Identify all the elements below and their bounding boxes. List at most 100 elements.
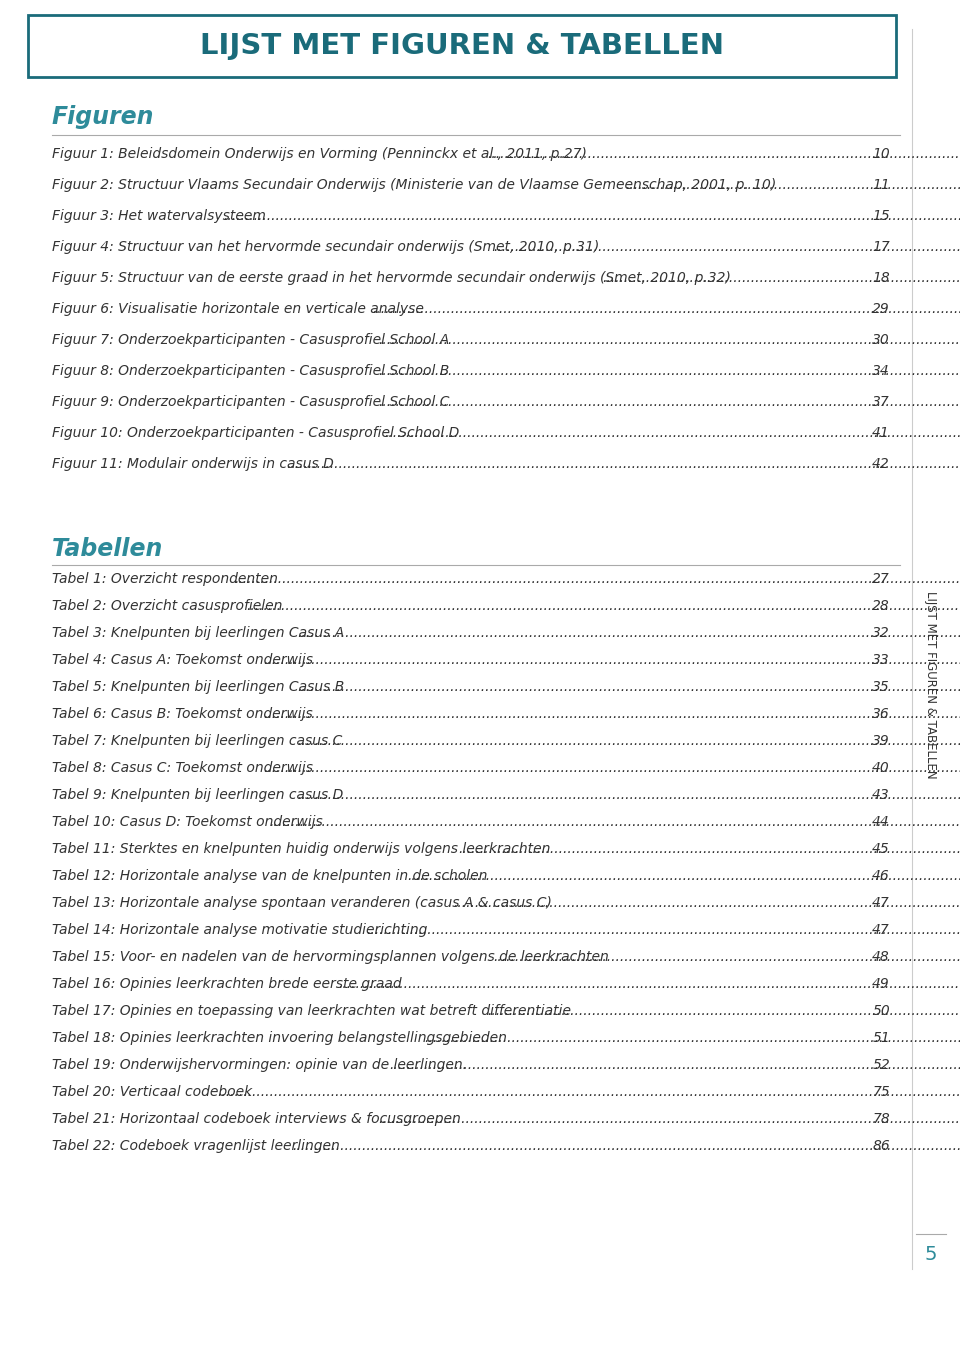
Text: ................................................................................: ........................................…	[338, 977, 960, 991]
Text: ................................................................................: ........................................…	[625, 178, 960, 192]
Text: ................................................................................: ........................................…	[378, 333, 960, 346]
Text: Tabel 22: Codeboek vragenlijst leerlingen: Tabel 22: Codeboek vragenlijst leerlinge…	[52, 1139, 340, 1153]
Text: Figuren: Figuren	[52, 105, 155, 129]
Text: Tabel 11: Sterktes en knelpunten huidig onderwijs volgens leerkrachten: Tabel 11: Sterktes en knelpunten huidig …	[52, 842, 550, 856]
Text: 75: 75	[873, 1086, 890, 1099]
Text: 86: 86	[873, 1139, 890, 1153]
Text: Figuur 2: Structuur Vlaams Secundair Onderwijs (Ministerie van de Vlaamse Gemeen: Figuur 2: Structuur Vlaams Secundair Ond…	[52, 178, 777, 192]
Text: 43: 43	[873, 789, 890, 802]
Text: ................................................................................: ........................................…	[286, 457, 960, 471]
Text: ................................................................................: ........................................…	[407, 869, 960, 883]
Text: ................................................................................: ........................................…	[223, 209, 960, 223]
Text: ................................................................................: ........................................…	[453, 895, 960, 910]
Text: 29: 29	[873, 303, 890, 316]
Text: ................................................................................: ........................................…	[378, 364, 960, 378]
Text: ................................................................................: ........................................…	[367, 923, 960, 936]
Text: LIJST MET FIGUREN & TABELLEN: LIJST MET FIGUREN & TABELLEN	[924, 590, 938, 779]
Text: ................................................................................: ........................................…	[298, 789, 960, 802]
FancyBboxPatch shape	[28, 15, 896, 77]
Text: Figuur 5: Structuur van de eerste graad in het hervormde secundair onderwijs (Sm: Figuur 5: Structuur van de eerste graad …	[52, 271, 731, 285]
Text: 33: 33	[873, 653, 890, 667]
Text: 78: 78	[873, 1112, 890, 1125]
Text: 44: 44	[873, 815, 890, 830]
Text: ................................................................................: ........................................…	[378, 396, 960, 409]
Text: Tabel 15: Voor- en nadelen van de hervormingsplannen volgens de leerkrachten: Tabel 15: Voor- en nadelen van de hervor…	[52, 950, 609, 964]
Text: Tabel 7: Knelpunten bij leerlingen casus C: Tabel 7: Knelpunten bij leerlingen casus…	[52, 734, 343, 747]
Text: ................................................................................: ........................................…	[493, 950, 960, 964]
Text: 39: 39	[873, 734, 890, 747]
Text: 15: 15	[873, 209, 890, 223]
Text: Tabel 21: Horizontaal codeboek interviews & focusgroepen: Tabel 21: Horizontaal codeboek interview…	[52, 1112, 461, 1125]
Text: ................................................................................: ........................................…	[493, 240, 960, 255]
Text: ................................................................................: ........................................…	[602, 271, 960, 285]
Text: 30: 30	[873, 333, 890, 346]
Text: Tabel 12: Horizontale analyse van de knelpunten in de scholen: Tabel 12: Horizontale analyse van de kne…	[52, 869, 488, 883]
Text: Tabellen: Tabellen	[52, 537, 163, 561]
Text: Tabel 5: Knelpunten bij leerlingen Casus B: Tabel 5: Knelpunten bij leerlingen Casus…	[52, 680, 345, 694]
Text: ................................................................................: ........................................…	[263, 761, 960, 775]
Text: Tabel 18: Opinies leerkrachten invoering belangstellingsgebieden: Tabel 18: Opinies leerkrachten invoering…	[52, 1031, 507, 1045]
Text: Tabel 1: Overzicht respondenten: Tabel 1: Overzicht respondenten	[52, 572, 277, 586]
Text: 42: 42	[873, 457, 890, 471]
Text: ................................................................................: ........................................…	[269, 815, 960, 830]
Text: ................................................................................: ........................................…	[298, 734, 960, 747]
Text: ................................................................................: ........................................…	[390, 1058, 960, 1072]
Text: Figuur 4: Structuur van het hervormde secundair onderwijs (Smet, 2010, p.31): Figuur 4: Structuur van het hervormde se…	[52, 240, 599, 255]
Text: 49: 49	[873, 977, 890, 991]
Text: 46: 46	[873, 869, 890, 883]
Text: ................................................................................: ........................................…	[459, 842, 960, 856]
Text: Figuur 3: Het watervalsysteem: Figuur 3: Het watervalsysteem	[52, 209, 266, 223]
Text: Tabel 17: Opinies en toepassing van leerkrachten wat betreft differentiatie: Tabel 17: Opinies en toepassing van leer…	[52, 1003, 571, 1019]
Text: 17: 17	[873, 240, 890, 255]
Text: Tabel 9: Knelpunten bij leerlingen casus D: Tabel 9: Knelpunten bij leerlingen casus…	[52, 789, 344, 802]
Text: 48: 48	[873, 950, 890, 964]
Text: 41: 41	[873, 426, 890, 439]
Text: 27: 27	[873, 572, 890, 586]
Text: 28: 28	[873, 600, 890, 613]
Text: ................................................................................: ........................................…	[217, 1086, 960, 1099]
Text: Tabel 13: Horizontale analyse spontaan veranderen (casus A & casus C): Tabel 13: Horizontale analyse spontaan v…	[52, 895, 552, 910]
Text: ................................................................................: ........................................…	[384, 426, 960, 439]
Text: Figuur 8: Onderzoekparticipanten - Casusprofiel School B: Figuur 8: Onderzoekparticipanten - Casus…	[52, 364, 449, 378]
Text: 52: 52	[873, 1058, 890, 1072]
Text: 5: 5	[924, 1244, 937, 1264]
Text: 45: 45	[873, 842, 890, 856]
Text: Tabel 8: Casus C: Toekomst onderwijs: Tabel 8: Casus C: Toekomst onderwijs	[52, 761, 313, 775]
Text: ................................................................................: ........................................…	[263, 653, 960, 667]
Text: Tabel 3: Knelpunten bij leerlingen Casus A: Tabel 3: Knelpunten bij leerlingen Casus…	[52, 626, 345, 639]
Text: Tabel 20: Verticaal codeboek: Tabel 20: Verticaal codeboek	[52, 1086, 252, 1099]
Text: 34: 34	[873, 364, 890, 378]
Text: ................................................................................: ........................................…	[298, 680, 960, 694]
Text: Tabel 2: Overzicht casusprofielen: Tabel 2: Overzicht casusprofielen	[52, 600, 282, 613]
Text: Tabel 14: Horizontale analyse motivatie studierichting: Tabel 14: Horizontale analyse motivatie …	[52, 923, 427, 936]
Text: 51: 51	[873, 1031, 890, 1045]
Text: Figuur 9: Onderzoekparticipanten - Casusprofiel School C: Figuur 9: Onderzoekparticipanten - Casus…	[52, 396, 449, 409]
Text: Tabel 4: Casus A: Toekomst onderwijs: Tabel 4: Casus A: Toekomst onderwijs	[52, 653, 313, 667]
Text: 35: 35	[873, 680, 890, 694]
Text: ................................................................................: ........................................…	[378, 1112, 960, 1125]
Text: Figuur 6: Visualisatie horizontale en verticale analyse: Figuur 6: Visualisatie horizontale en ve…	[52, 303, 424, 316]
Text: 32: 32	[873, 626, 890, 639]
Text: 37: 37	[873, 396, 890, 409]
Text: Figuur 11: Modulair onderwijs in casus D: Figuur 11: Modulair onderwijs in casus D	[52, 457, 334, 471]
Text: LIJST MET FIGUREN & TABELLEN: LIJST MET FIGUREN & TABELLEN	[200, 31, 724, 60]
Text: ................................................................................: ........................................…	[263, 706, 960, 721]
Text: Tabel 10: Casus D: Toekomst onderwijs: Tabel 10: Casus D: Toekomst onderwijs	[52, 815, 323, 830]
Text: Tabel 19: Onderwijshervormingen: opinie van de leerlingen.: Tabel 19: Onderwijshervormingen: opinie …	[52, 1058, 467, 1072]
Text: 11: 11	[873, 178, 890, 192]
Text: 50: 50	[873, 1003, 890, 1019]
Text: 18: 18	[873, 271, 890, 285]
Text: Figuur 1: Beleidsdomein Onderwijs en Vorming (Penninckx et al., 2011, p.27): Figuur 1: Beleidsdomein Onderwijs en Vor…	[52, 146, 587, 162]
Text: Figuur 7: Onderzoekparticipanten - Casusprofiel School A: Figuur 7: Onderzoekparticipanten - Casus…	[52, 333, 449, 346]
Text: 36: 36	[873, 706, 890, 721]
Text: ................................................................................: ........................................…	[246, 600, 960, 613]
Text: Figuur 10: Onderzoekparticipanten - Casusprofiel School D: Figuur 10: Onderzoekparticipanten - Casu…	[52, 426, 459, 439]
Text: 40: 40	[873, 761, 890, 775]
Text: ................................................................................: ........................................…	[298, 626, 960, 639]
Text: Tabel 6: Casus B: Toekomst onderwijs: Tabel 6: Casus B: Toekomst onderwijs	[52, 706, 313, 721]
Text: ................................................................................: ........................................…	[488, 1003, 960, 1019]
Text: ................................................................................: ........................................…	[234, 572, 960, 586]
Text: ................................................................................: ........................................…	[424, 1031, 960, 1045]
Text: 10: 10	[873, 146, 890, 162]
Text: ................................................................................: ........................................…	[292, 1139, 960, 1153]
